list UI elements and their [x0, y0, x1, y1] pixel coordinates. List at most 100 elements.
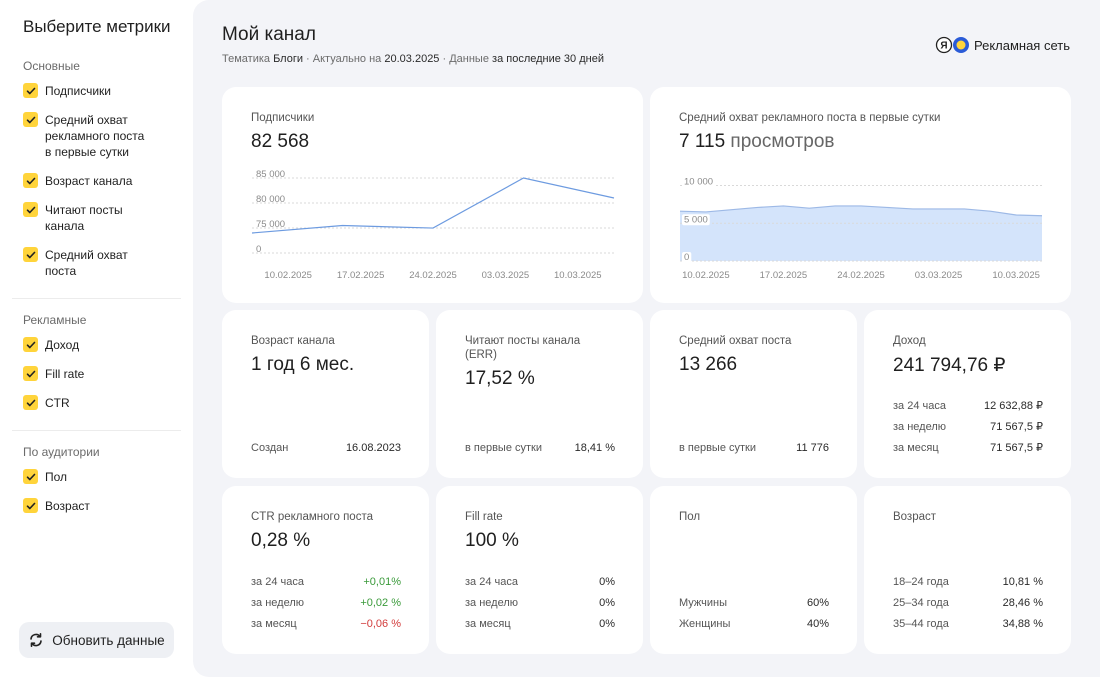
- metric-card: CTR рекламного поста 0,28 % за 24 часа +0,0…: [222, 486, 429, 654]
- y-tick-label: 10 000: [684, 177, 713, 188]
- metric-option[interactable]: Подписчики: [23, 83, 181, 99]
- checkmark-path: [26, 177, 35, 184]
- metric-group: Рекламные Доход Fill rate CTR: [12, 313, 181, 431]
- card-row: за месяц −0,06 %: [251, 614, 401, 635]
- checkbox[interactable]: [23, 173, 38, 188]
- row-value: 0%: [599, 597, 615, 609]
- y-tick-label: 75 000: [256, 219, 285, 230]
- card-rows: 18–24 года 10,81 % 25–34 года 28,46 % 35–44 …: [893, 572, 1043, 635]
- checkbox[interactable]: [23, 469, 38, 484]
- metric-option[interactable]: Средний охват рекламного поста в первые …: [23, 112, 181, 160]
- checkbox[interactable]: [23, 395, 38, 410]
- metric-card: Возраст канала 1 год 6 мес. Создан 16.08.20…: [222, 310, 429, 478]
- metric-group: Основные Подписчики Средний охват рекламно…: [12, 59, 181, 299]
- y-tick-label: 0: [256, 244, 261, 255]
- row-value: 71 567,5 ₽: [990, 442, 1043, 454]
- checkbox[interactable]: [23, 366, 38, 381]
- x-tick-label: 10.03.2025: [992, 270, 1040, 281]
- checkbox[interactable]: [23, 112, 38, 127]
- row-label: за месяц: [465, 618, 511, 630]
- checkmark-path: [26, 251, 35, 258]
- metric-card: Возраст 18–24 года 10,81 % 25–34 года 28,46 …: [864, 486, 1071, 654]
- chart-card: Средний охват рекламного поста в первые …: [650, 87, 1071, 303]
- metric-option[interactable]: CTR: [23, 395, 181, 411]
- main-panel: Мой канал Тематика БлогиАктуально на 20.…: [193, 0, 1100, 677]
- row-value: 11 776: [796, 442, 829, 454]
- metric-label: CTR: [45, 396, 70, 410]
- row-label: Мужчины: [679, 597, 728, 609]
- x-tick-label: 17.02.2025: [337, 270, 385, 281]
- card-rows: Мужчины 60% Женщины 40%: [679, 593, 829, 635]
- chart-label: Средний охват рекламного поста в первые …: [679, 112, 941, 124]
- card-label: Читают посты канала (ERR): [465, 335, 581, 361]
- checkbox[interactable]: [23, 337, 38, 352]
- chart-value-number: 82 568: [251, 131, 310, 152]
- row-label: за неделю: [251, 597, 305, 609]
- row-label: в первые сутки: [465, 442, 543, 454]
- row-label: за 24 часа: [465, 576, 518, 588]
- x-tick-label: 10.03.2025: [554, 270, 602, 281]
- x-tick-label: 10.02.2025: [682, 270, 730, 281]
- chart-card: Подписчики 82 568 85 000 80 000 75 000 0 10.02…: [222, 87, 643, 303]
- metric-option[interactable]: Средний охват поста: [23, 247, 181, 279]
- tick-label-bg: [682, 214, 710, 226]
- metric-label: Доход: [45, 338, 80, 352]
- row-value: 18,41 %: [574, 442, 615, 454]
- row-label: 25–34 года: [893, 597, 949, 609]
- row-label: Женщины: [679, 618, 731, 630]
- row-label: Создан: [251, 442, 289, 454]
- checkmark: [26, 473, 35, 480]
- metric-label: Читают посты канала: [45, 203, 123, 233]
- metric-option[interactable]: Fill rate: [23, 366, 181, 382]
- metric-option[interactable]: Возраст: [23, 498, 181, 514]
- y-tick-label: 5 000: [684, 214, 708, 225]
- row-label: за месяц: [251, 618, 297, 630]
- row-label: за месяц: [893, 442, 939, 454]
- card-rows: за 24 часа 0% за неделю 0% за месяц 0%: [465, 572, 615, 635]
- card-row: за 24 часа 0%: [465, 572, 615, 593]
- metric-label: Средний охват рекламного поста в первые …: [45, 113, 145, 159]
- chart-value-number: 7 115: [679, 131, 726, 152]
- checkmark: [26, 502, 35, 509]
- checkmark: [26, 206, 35, 213]
- y-tick-label: 85 000: [256, 169, 285, 180]
- metric-option[interactable]: Читают посты канала: [23, 202, 181, 234]
- checkbox[interactable]: [23, 498, 38, 513]
- metric-label: Подписчики: [45, 84, 112, 98]
- metric-option[interactable]: Доход: [23, 337, 181, 353]
- sidebar-title: Выберите метрики: [23, 17, 171, 36]
- row-label: 18–24 года: [893, 576, 949, 588]
- card-rows: Создан 16.08.2023: [251, 438, 401, 459]
- checkbox[interactable]: [23, 247, 38, 262]
- checkmark-path: [26, 473, 35, 480]
- card-label: CTR рекламного поста: [251, 511, 373, 523]
- card-row: в первые сутки 18,41 %: [465, 438, 615, 459]
- checkbox[interactable]: [23, 83, 38, 98]
- x-tick-label: 24.02.2025: [409, 270, 457, 281]
- metric-group: По аудитории Пол Возраст: [12, 445, 181, 533]
- row-value: 0%: [599, 576, 615, 588]
- card-row: за месяц 0%: [465, 614, 615, 635]
- card-label: Fill rate: [465, 511, 503, 523]
- meta-label: Данные: [449, 53, 489, 65]
- checkmark-path: [26, 206, 35, 213]
- row-value: 0%: [599, 618, 615, 630]
- metric-label: Средний охват поста: [45, 248, 128, 278]
- tick-label-bg: [682, 252, 692, 263]
- metric-option[interactable]: Пол: [23, 469, 181, 485]
- brand: Я Рекламная сеть: [935, 36, 1070, 54]
- refresh-button[interactable]: Обновить данные: [19, 622, 174, 658]
- row-label: за 24 часа: [893, 400, 946, 412]
- row-value: 34,88 %: [1002, 618, 1043, 630]
- area: [680, 205, 1042, 261]
- card-row: 35–44 года 34,88 %: [893, 614, 1043, 635]
- sidebar: Выберите метрики Основные Подписчики Средн…: [0, 0, 193, 677]
- checkbox[interactable]: [23, 202, 38, 217]
- metric-option[interactable]: Возраст канала: [23, 173, 181, 189]
- card-rows: в первые сутки 11 776: [679, 438, 829, 459]
- card-value: 100 %: [465, 530, 519, 551]
- row-value: +0,01%: [363, 576, 401, 588]
- card-row: за неделю +0,02 %: [251, 593, 401, 614]
- meta-item: Актуально на 20.03.2025: [303, 53, 439, 65]
- brand-name: Рекламная сеть: [973, 37, 1070, 53]
